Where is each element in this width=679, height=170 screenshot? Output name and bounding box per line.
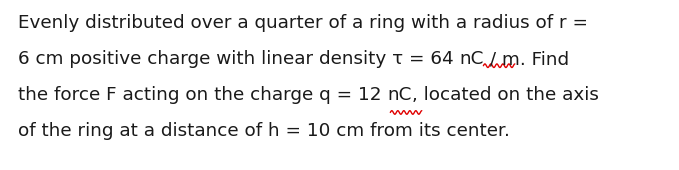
Text: nC: nC bbox=[388, 86, 411, 104]
Text: of the ring at a distance of h = 10 cm from its center.: of the ring at a distance of h = 10 cm f… bbox=[18, 122, 510, 140]
Text: Evenly distributed over a quarter of a ring with a radius of r =: Evenly distributed over a quarter of a r… bbox=[18, 14, 588, 32]
Text: 6 cm positive charge with linear density τ = 64: 6 cm positive charge with linear density… bbox=[18, 50, 460, 68]
Text: / m. Find: / m. Find bbox=[484, 50, 569, 68]
Text: nC: nC bbox=[460, 50, 484, 68]
Text: the force F acting on the charge q = 12: the force F acting on the charge q = 12 bbox=[18, 86, 388, 104]
Text: , located on the axis: , located on the axis bbox=[411, 86, 599, 104]
